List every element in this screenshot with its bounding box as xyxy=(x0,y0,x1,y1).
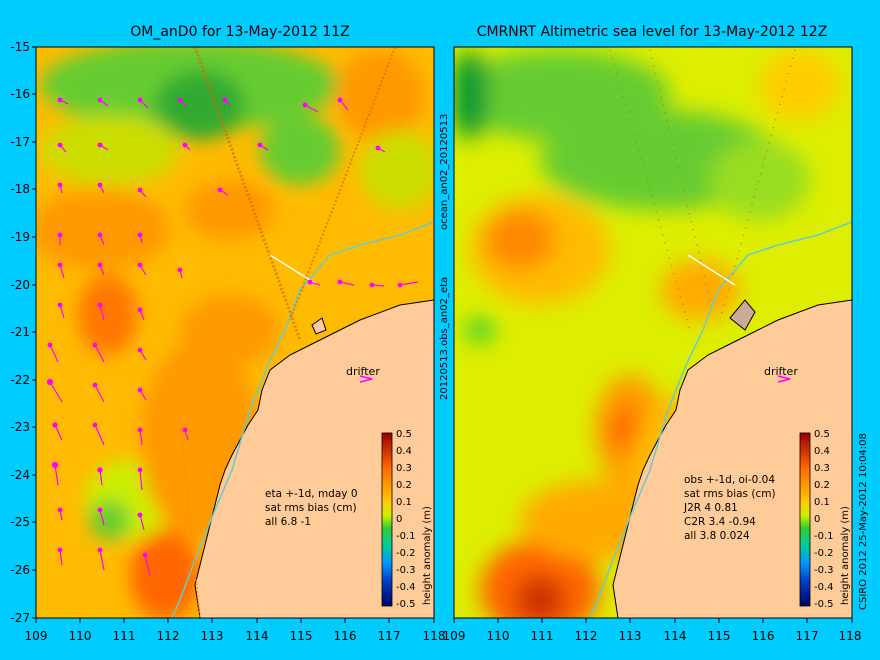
svg-text:-16: -16 xyxy=(10,87,30,101)
svg-text:-19: -19 xyxy=(10,230,30,244)
right-land xyxy=(612,299,852,618)
svg-text:-0.1: -0.1 xyxy=(814,531,834,542)
svg-text:-0.5: -0.5 xyxy=(396,599,416,610)
svg-text:0.3: 0.3 xyxy=(396,463,412,474)
svg-text:0.5: 0.5 xyxy=(814,429,830,440)
svg-text:116: 116 xyxy=(752,629,775,643)
svg-text:117: 117 xyxy=(796,629,819,643)
svg-text:115: 115 xyxy=(708,629,731,643)
svg-text:-21: -21 xyxy=(10,325,30,339)
svg-text:111: 111 xyxy=(113,629,136,643)
svg-text:0.5: 0.5 xyxy=(396,429,412,440)
svg-text:0.2: 0.2 xyxy=(396,480,412,491)
svg-text:117: 117 xyxy=(378,629,401,643)
svg-text:-0.3: -0.3 xyxy=(396,565,416,576)
right-stats-line-2: sat rms bias (cm) xyxy=(684,488,776,500)
svg-text:109: 109 xyxy=(443,629,466,643)
svg-text:110: 110 xyxy=(487,629,510,643)
right-drifter-label: drifter xyxy=(764,365,798,378)
svg-text:0.4: 0.4 xyxy=(814,446,830,457)
right-lon-axis: 109 110 111 112 113 114 115 116 117 118 xyxy=(443,629,862,643)
left-stats-line-3: all 6.8 -1 xyxy=(265,516,311,528)
svg-text:-17: -17 xyxy=(10,135,30,149)
svg-text:118: 118 xyxy=(839,629,862,643)
left-map: OM_anD0 for 13-May-2012 11Z xyxy=(10,24,445,643)
right-map: CMRNRT Altimetric sea level for 13-May-2… xyxy=(443,24,862,643)
left-colorbar-label: height anomaly (m) xyxy=(422,506,433,605)
svg-text:-24: -24 xyxy=(10,468,30,482)
svg-text:118: 118 xyxy=(423,629,446,643)
right-title: CMRNRT Altimetric sea level for 13-May-2… xyxy=(477,24,828,40)
right-colorbar-label: height anomaly (m) xyxy=(840,506,851,605)
svg-text:-25: -25 xyxy=(10,515,30,529)
lat-axis: -15 -16 -17 -18 -19 -20 -21 -22 -23 -24 … xyxy=(10,40,30,625)
svg-text:113: 113 xyxy=(619,629,642,643)
svg-text:-15: -15 xyxy=(10,40,30,54)
svg-text:109: 109 xyxy=(25,629,48,643)
svg-text:-0.1: -0.1 xyxy=(396,531,416,542)
svg-text:0.1: 0.1 xyxy=(814,497,830,508)
svg-text:115: 115 xyxy=(290,629,313,643)
svg-text:114: 114 xyxy=(246,629,269,643)
svg-text:-0.4: -0.4 xyxy=(396,582,416,593)
svg-text:112: 112 xyxy=(157,629,180,643)
svg-text:112: 112 xyxy=(575,629,598,643)
left-drifter-icon xyxy=(359,375,373,383)
svg-text:-0.2: -0.2 xyxy=(396,548,416,559)
svg-text:-0.2: -0.2 xyxy=(814,548,834,559)
left-colorbar xyxy=(381,432,393,607)
svg-text:0.1: 0.1 xyxy=(396,497,412,508)
svg-text:-20: -20 xyxy=(10,278,30,292)
svg-text:114: 114 xyxy=(664,629,687,643)
svg-text:111: 111 xyxy=(531,629,554,643)
svg-text:116: 116 xyxy=(334,629,357,643)
right-stats-line-3: J2R 4 0.81 xyxy=(683,502,738,514)
svg-text:-22: -22 xyxy=(10,373,30,387)
lat-ticks xyxy=(32,46,36,619)
left-colorbar-ticks: 0.5 0.4 0.3 0.2 0.1 0 -0.1 -0.2 -0.3 -0.… xyxy=(396,429,416,610)
svg-text:0.3: 0.3 xyxy=(814,463,830,474)
side-label-top: ocean_an02_20120513 xyxy=(439,114,450,230)
left-title: OM_anD0 for 13-May-2012 11Z xyxy=(130,24,350,40)
credit-label: CSIRO 2012 25-May-2012 10:04:08 xyxy=(858,433,869,610)
right-colorbar-ticks: 0.5 0.4 0.3 0.2 0.1 0 -0.1 -0.2 -0.3 -0.… xyxy=(814,429,834,610)
svg-text:113: 113 xyxy=(201,629,224,643)
right-colorbar xyxy=(799,432,811,607)
right-stats-line-4: C2R 3.4 -0.94 xyxy=(684,516,756,528)
svg-text:-18: -18 xyxy=(10,182,30,196)
side-label: 20120513.obs_an02_eta xyxy=(439,277,450,400)
svg-text:-23: -23 xyxy=(10,420,30,434)
svg-text:-26: -26 xyxy=(10,563,30,577)
left-drifter-label: drifter xyxy=(346,365,380,378)
svg-text:-27: -27 xyxy=(10,611,30,625)
left-land xyxy=(194,299,434,618)
right-stats-line-5: all 3.8 0.024 xyxy=(684,530,750,542)
left-lon-axis: 109 110 111 112 113 114 115 116 117 118 xyxy=(25,629,446,643)
right-stats-line-1: obs +-1d, oi-0.04 xyxy=(684,474,775,486)
svg-text:0.2: 0.2 xyxy=(814,480,830,491)
svg-text:0.4: 0.4 xyxy=(396,446,412,457)
left-stats-line-1: eta +-1d, mday 0 xyxy=(265,488,358,500)
svg-text:0: 0 xyxy=(396,514,402,525)
svg-text:0: 0 xyxy=(814,514,820,525)
left-stats-line-2: sat rms bias (cm) xyxy=(265,502,357,514)
svg-text:-0.4: -0.4 xyxy=(814,582,834,593)
right-drifter-icon xyxy=(777,375,791,383)
svg-text:110: 110 xyxy=(69,629,92,643)
svg-text:-0.5: -0.5 xyxy=(814,599,834,610)
svg-text:-0.3: -0.3 xyxy=(814,565,834,576)
